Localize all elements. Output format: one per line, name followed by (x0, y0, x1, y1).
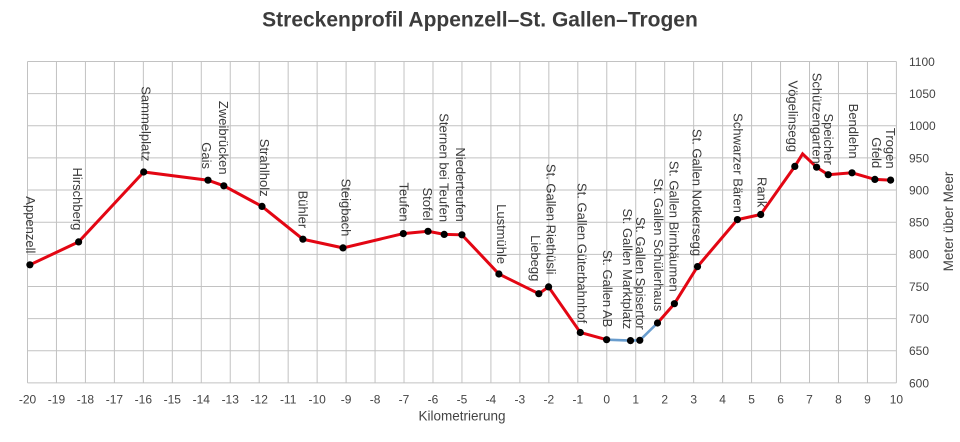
svg-text:5: 5 (748, 392, 755, 406)
svg-text:-8: -8 (370, 392, 381, 406)
svg-text:-7: -7 (399, 392, 410, 406)
svg-text:Bühler: Bühler (295, 191, 310, 229)
svg-text:Sternen bei Teufen: Sternen bei Teufen (437, 113, 452, 222)
svg-text:St. Gallen Birnbäumen: St. Gallen Birnbäumen (666, 161, 681, 292)
svg-text:St. Gallen Spisertor: St. Gallen Spisertor (633, 217, 648, 330)
svg-text:700: 700 (909, 312, 929, 326)
svg-text:Bendlehn: Bendlehn (846, 104, 861, 159)
svg-text:-1: -1 (572, 392, 583, 406)
svg-text:-14: -14 (193, 392, 211, 406)
svg-text:Stofel: Stofel (420, 187, 435, 220)
svg-text:-18: -18 (77, 392, 95, 406)
svg-text:6: 6 (777, 392, 784, 406)
svg-text:Niederteufen: Niederteufen (453, 147, 468, 221)
svg-text:Gfeld: Gfeld (869, 137, 884, 168)
svg-text:St. Gallen Marktplatz: St. Gallen Marktplatz (620, 208, 635, 329)
svg-text:Liebegg: Liebegg (528, 235, 543, 281)
svg-text:Streckenprofil Appenzell–St. G: Streckenprofil Appenzell–St. Gallen–Trog… (262, 9, 698, 32)
svg-text:Strahlholz: Strahlholz (257, 139, 272, 197)
svg-text:750: 750 (909, 280, 929, 294)
svg-text:8: 8 (835, 392, 842, 406)
svg-text:St. Gallen Notkersegg: St. Gallen Notkersegg (690, 129, 705, 256)
svg-text:Schwarzer Bären: Schwarzer Bären (730, 113, 745, 213)
svg-text:-20: -20 (19, 392, 37, 406)
svg-text:Meter über Meer: Meter über Meer (941, 171, 956, 271)
svg-text:Lustmühle: Lustmühle (494, 204, 509, 264)
svg-text:-5: -5 (457, 392, 468, 406)
svg-text:-10: -10 (308, 392, 326, 406)
svg-text:9: 9 (864, 392, 871, 406)
svg-text:Sammelplatz: Sammelplatz (139, 86, 154, 161)
svg-text:0: 0 (603, 392, 610, 406)
svg-text:-13: -13 (222, 392, 240, 406)
svg-text:Vögelinsegg: Vögelinsegg (785, 81, 800, 153)
svg-text:900: 900 (909, 183, 929, 197)
svg-text:950: 950 (909, 151, 929, 165)
svg-text:Teufen: Teufen (397, 183, 412, 222)
svg-text:10: 10 (890, 392, 904, 406)
svg-text:St. Gallen Riethüsli: St. Gallen Riethüsli (544, 164, 559, 275)
svg-text:Zweibrücken: Zweibrücken (216, 101, 231, 175)
svg-text:1000: 1000 (909, 119, 936, 133)
svg-text:3: 3 (690, 392, 697, 406)
svg-text:650: 650 (909, 344, 929, 358)
svg-text:Trogen: Trogen (883, 128, 898, 169)
svg-text:Schützengarten: Schützengarten (809, 73, 824, 164)
svg-text:Hirschberg: Hirschberg (70, 168, 85, 231)
svg-text:-2: -2 (544, 392, 555, 406)
svg-text:St. Gallen AB: St. Gallen AB (600, 250, 615, 327)
svg-text:7: 7 (806, 392, 813, 406)
svg-text:-15: -15 (164, 392, 182, 406)
svg-text:-19: -19 (48, 392, 66, 406)
svg-text:4: 4 (719, 392, 726, 406)
svg-text:-4: -4 (486, 392, 497, 406)
svg-text:-12: -12 (251, 392, 269, 406)
svg-text:Rank: Rank (755, 177, 770, 208)
svg-text:600: 600 (909, 376, 929, 390)
svg-text:-9: -9 (341, 392, 352, 406)
svg-text:-17: -17 (106, 392, 124, 406)
svg-text:St. Gallen Schülerhaus: St. Gallen Schülerhaus (651, 178, 666, 311)
svg-text:-3: -3 (515, 392, 526, 406)
svg-text:-6: -6 (428, 392, 439, 406)
svg-text:Gais: Gais (199, 142, 214, 169)
svg-text:St. Gallen Güterbahnhof: St. Gallen Güterbahnhof (575, 183, 590, 324)
svg-text:Speicher: Speicher (821, 113, 836, 165)
svg-text:Steigbach: Steigbach (339, 179, 354, 237)
svg-text:Kilometrierung: Kilometrierung (418, 409, 505, 424)
svg-text:800: 800 (909, 248, 929, 262)
svg-text:850: 850 (909, 216, 929, 230)
svg-text:1: 1 (632, 392, 639, 406)
svg-text:-16: -16 (135, 392, 153, 406)
svg-text:1100: 1100 (909, 55, 935, 69)
svg-text:-11: -11 (280, 392, 297, 406)
svg-text:Appenzell: Appenzell (23, 196, 38, 253)
svg-text:1050: 1050 (909, 87, 936, 101)
svg-text:2: 2 (661, 392, 668, 406)
